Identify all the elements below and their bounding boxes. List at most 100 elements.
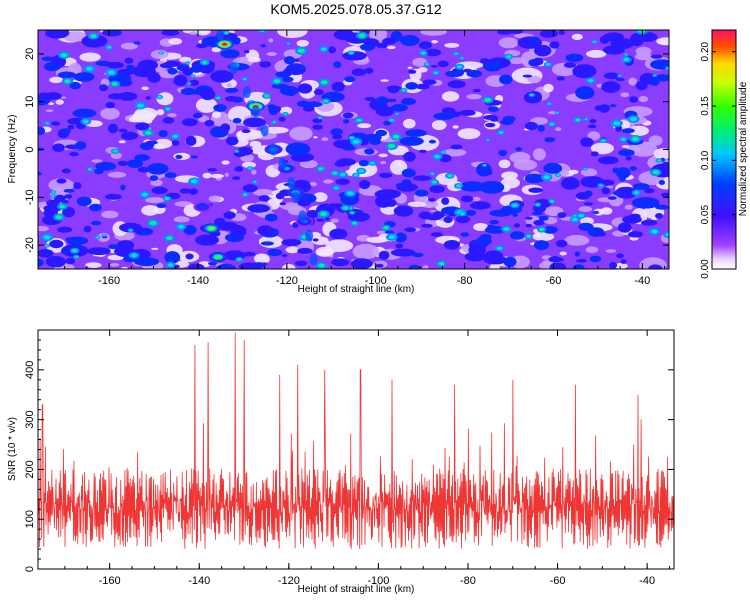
heatmap-blob-peak xyxy=(535,203,540,206)
heatmap-blob-peak xyxy=(237,258,242,261)
heatmap-blob xyxy=(296,100,310,107)
heatmap-blob xyxy=(513,223,521,228)
heatmap-light-patch xyxy=(226,83,232,87)
heatmap-light-patch xyxy=(429,210,437,213)
heatmap-blob-peak xyxy=(264,94,270,98)
heatmap-blob xyxy=(61,168,71,174)
snr-x-tick-label: -120 xyxy=(278,575,300,587)
heatmap-x-axis-label: Height of straight line (km) xyxy=(298,284,415,295)
heatmap-blob xyxy=(105,101,115,109)
heatmap-blob xyxy=(658,180,666,185)
heatmap-blob xyxy=(259,61,272,68)
heatmap-blob-peak xyxy=(578,214,584,218)
heatmap-light-patch xyxy=(498,37,519,49)
heatmap-blob xyxy=(631,197,660,209)
heatmap-blob xyxy=(421,223,433,228)
heatmap-blob xyxy=(117,92,138,101)
heatmap-blob xyxy=(63,194,73,199)
heatmap-blob xyxy=(185,253,194,260)
heatmap-blob-peak xyxy=(82,119,89,124)
heatmap-blob xyxy=(628,231,643,238)
heatmap-blob xyxy=(484,250,504,262)
heatmap-blob xyxy=(460,232,470,237)
heatmap-blob xyxy=(134,154,150,162)
heatmap-blob xyxy=(369,138,381,145)
heatmap-blob xyxy=(135,122,150,131)
heatmap-light-patch xyxy=(91,159,103,163)
heatmap-blob xyxy=(312,118,323,124)
heatmap-light-patch xyxy=(555,127,562,132)
heatmap-blob xyxy=(390,248,416,257)
snr-x-tick-label: -60 xyxy=(550,575,566,587)
heatmap-light-patch xyxy=(167,113,177,118)
heatmap-blob xyxy=(549,262,566,269)
heatmap-blob xyxy=(395,183,406,187)
heatmap-blob xyxy=(38,126,46,136)
heatmap-light-patch xyxy=(629,141,658,157)
heatmap-blob-peak xyxy=(187,82,191,85)
heatmap-blob xyxy=(641,219,658,226)
heatmap-blob xyxy=(73,72,95,82)
snr-x-axis-label: Height of straight line (km) xyxy=(298,584,415,595)
snr-y-tick-label: 300 xyxy=(24,410,36,428)
heatmap-blob xyxy=(137,166,150,173)
heatmap-blob xyxy=(332,134,343,140)
heatmap-blob-peak xyxy=(543,175,550,180)
heatmap-blob xyxy=(207,262,217,266)
heatmap-blob xyxy=(188,188,198,195)
heatmap-blob xyxy=(278,116,286,122)
heatmap-blob xyxy=(524,121,538,131)
heatmap-blob xyxy=(403,151,416,162)
snr-x-tick-label: -40 xyxy=(639,575,655,587)
heatmap-blob-peak xyxy=(86,66,93,71)
heatmap-blob xyxy=(271,83,289,89)
heatmap-blob xyxy=(200,89,216,101)
heatmap-blob xyxy=(220,49,240,59)
heatmap-blob xyxy=(225,96,239,102)
heatmap-blob xyxy=(621,128,635,134)
heatmap-blob xyxy=(445,70,464,78)
heatmap-light-patch xyxy=(121,266,128,269)
heatmap-blob xyxy=(44,92,62,100)
heatmap-light-patch xyxy=(247,57,261,63)
heatmap-blob xyxy=(618,149,635,157)
heatmap-light-patch xyxy=(431,40,438,44)
heatmap-blob xyxy=(234,166,244,172)
heatmap-light-patch xyxy=(452,125,459,129)
heatmap-blob-peak xyxy=(235,150,239,153)
heatmap-light-patch xyxy=(118,140,126,144)
heatmap-blob xyxy=(159,62,175,69)
heatmap-light-patch xyxy=(407,201,427,207)
heatmap-x-tick-label: -100 xyxy=(365,275,387,287)
heatmap-blob xyxy=(414,189,429,197)
heatmap-blob xyxy=(297,83,313,94)
heatmap-blob xyxy=(173,74,188,87)
heatmap-blob xyxy=(523,91,543,104)
heatmap-blob-peak xyxy=(95,236,100,239)
heatmap-light-patch xyxy=(378,153,388,158)
heatmap-blob-peak xyxy=(112,149,118,153)
heatmap-blob-peak xyxy=(388,235,396,240)
heatmap-blob xyxy=(81,34,108,48)
heatmap-light-patch xyxy=(417,67,428,73)
heatmap-blob-peak xyxy=(623,57,630,62)
heatmap-blob-peak xyxy=(666,67,669,70)
heatmap-light-patch xyxy=(45,109,54,112)
heatmap-blob-peak xyxy=(620,137,626,141)
heatmap-blob xyxy=(306,209,319,219)
heatmap-blob xyxy=(359,179,371,190)
heatmap-blob xyxy=(350,258,373,269)
heatmap-blob xyxy=(108,93,125,100)
heatmap-blob-peak xyxy=(43,235,51,240)
heatmap-light-patch xyxy=(648,135,663,146)
heatmap-blob xyxy=(527,36,540,43)
heatmap-light-patch xyxy=(352,243,379,260)
heatmap-light-patch xyxy=(211,47,222,53)
heatmap-blob xyxy=(69,81,81,90)
heatmap-light-patch xyxy=(120,42,138,50)
heatmap-blob xyxy=(282,76,294,83)
heatmap-blob xyxy=(616,253,624,259)
heatmap-blob xyxy=(515,147,522,152)
heatmap-light-patch xyxy=(156,109,165,116)
heatmap-blob-peak xyxy=(486,139,490,141)
